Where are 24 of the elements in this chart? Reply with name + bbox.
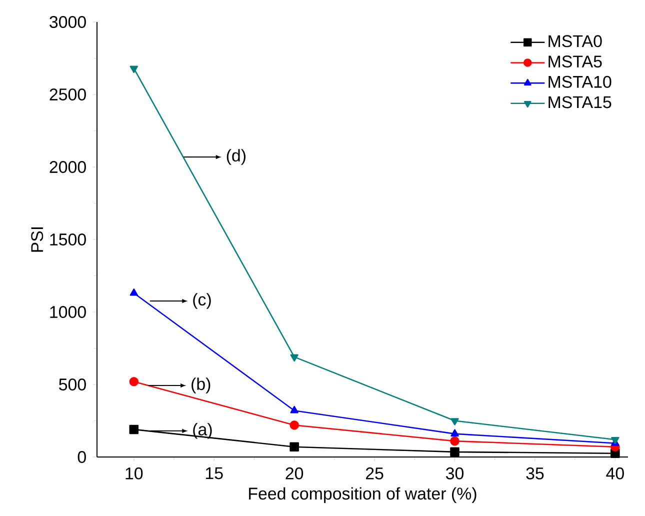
y-tick-label: 1500 (50, 234, 86, 246)
x-tick-label: 30 (446, 467, 464, 480)
x-axis-title: Feed composition of water (%) (249, 487, 476, 503)
annotation: (d) (226, 149, 246, 165)
x-tick-label: 20 (286, 467, 304, 480)
y-tick-label: 2000 (50, 161, 86, 173)
x-tick-label: 10 (126, 467, 143, 480)
legend-label: MSTA5 (548, 56, 602, 68)
y-tick-label: 3000 (50, 16, 86, 28)
x-tick-label: 40 (606, 467, 624, 480)
y-tick-label: 2500 (50, 88, 86, 100)
y-tick-label: 0 (78, 451, 86, 463)
x-tick-label: 25 (366, 467, 384, 480)
annotation: (c) (193, 293, 211, 309)
legend-label: MSTA15 (548, 96, 612, 108)
legend-label: MSTA0 (548, 35, 602, 48)
y-axis-title: PSI (31, 227, 44, 252)
annotation: (b) (192, 378, 210, 394)
annotation: (a) (193, 423, 212, 439)
x-tick-label: 15 (206, 467, 223, 480)
y-tick-label: 500 (59, 378, 86, 390)
y-tick-label: 1000 (50, 306, 86, 318)
legend-label: MSTA10 (548, 76, 612, 88)
x-tick-label: 35 (526, 467, 544, 480)
